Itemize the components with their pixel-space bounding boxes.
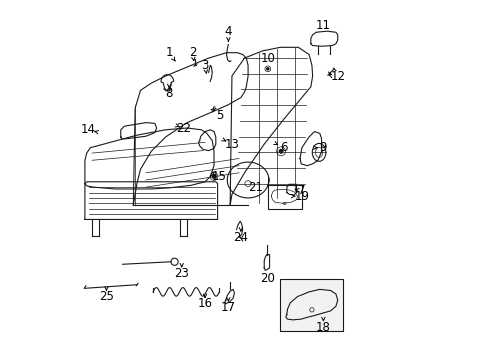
Text: 25: 25 bbox=[99, 290, 114, 303]
Text: 14: 14 bbox=[81, 123, 96, 136]
Ellipse shape bbox=[266, 68, 268, 70]
Text: 3: 3 bbox=[201, 59, 208, 72]
Text: 15: 15 bbox=[211, 170, 226, 183]
Text: 19: 19 bbox=[294, 190, 309, 203]
Text: 8: 8 bbox=[165, 87, 173, 100]
Bar bbox=[280, 279, 343, 330]
Text: 13: 13 bbox=[224, 138, 239, 150]
Text: 17: 17 bbox=[221, 301, 235, 314]
Ellipse shape bbox=[212, 175, 215, 178]
Text: 5: 5 bbox=[215, 109, 223, 122]
Text: 18: 18 bbox=[315, 320, 330, 333]
Text: 23: 23 bbox=[174, 267, 189, 280]
Text: 12: 12 bbox=[329, 69, 345, 82]
Text: 4: 4 bbox=[224, 25, 232, 38]
Text: 2: 2 bbox=[188, 46, 196, 59]
Text: 11: 11 bbox=[315, 19, 330, 32]
Bar bbox=[267, 185, 301, 209]
Text: 22: 22 bbox=[176, 122, 191, 135]
Text: 10: 10 bbox=[260, 51, 275, 64]
Text: 6: 6 bbox=[280, 141, 287, 154]
Ellipse shape bbox=[279, 149, 282, 153]
Text: 9: 9 bbox=[319, 141, 326, 154]
Text: 21: 21 bbox=[247, 181, 262, 194]
Text: 1: 1 bbox=[165, 46, 173, 59]
Text: 16: 16 bbox=[197, 297, 212, 310]
Text: 20: 20 bbox=[260, 272, 275, 285]
Text: 7: 7 bbox=[298, 184, 305, 197]
Text: 24: 24 bbox=[233, 231, 248, 244]
